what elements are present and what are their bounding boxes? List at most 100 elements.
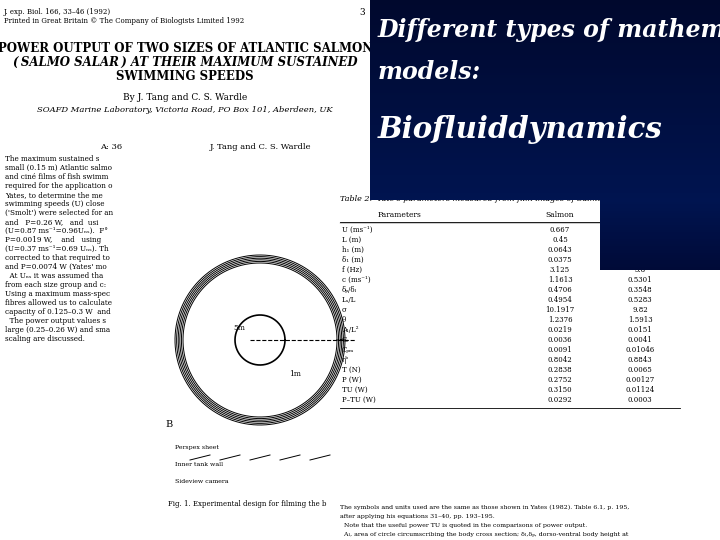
Bar (600, 211, 720, 212)
Bar (600, 231, 720, 232)
Bar (370, 190, 720, 192)
Bar (370, 120, 720, 123)
Bar (370, 63, 720, 65)
Text: corrected to that required to: corrected to that required to (5, 254, 110, 262)
Bar (370, 0, 720, 3)
Bar (370, 100, 720, 103)
Bar (370, 198, 720, 200)
Bar (600, 219, 720, 220)
Bar (600, 248, 720, 249)
Bar (600, 207, 720, 208)
Bar (370, 180, 720, 183)
Bar (370, 170, 720, 172)
Text: and ciné films of fish swimm: and ciné films of fish swimm (5, 173, 109, 181)
Text: 0.00127: 0.00127 (626, 376, 654, 384)
Bar (600, 202, 720, 204)
Text: σ: σ (342, 306, 347, 314)
Bar (370, 98, 720, 100)
Bar (370, 155, 720, 158)
Bar (600, 230, 720, 231)
Bar (370, 65, 720, 68)
Text: 0.0292: 0.0292 (548, 396, 572, 404)
Text: Perspex sheet: Perspex sheet (175, 445, 219, 450)
Bar (370, 57, 720, 60)
Bar (370, 52, 720, 55)
Bar (370, 40, 720, 43)
Bar (600, 221, 720, 222)
Bar (370, 125, 720, 127)
Text: Inner tank wall: Inner tank wall (175, 462, 223, 467)
Bar (370, 112, 720, 115)
Bar (600, 258, 720, 259)
Text: 0.0134: 0.0134 (628, 246, 652, 254)
Bar (600, 225, 720, 226)
Text: P=0.0019 W,    and   using: P=0.0019 W, and using (5, 236, 102, 244)
Bar (600, 250, 720, 251)
Bar (600, 252, 720, 253)
Text: Smolt: Smolt (618, 211, 642, 219)
Text: 9.82: 9.82 (632, 306, 648, 314)
Text: Fig. 1. Experimental design for filming the b: Fig. 1. Experimental design for filming … (168, 500, 326, 508)
Bar (600, 244, 720, 245)
Bar (370, 23, 720, 25)
Bar (370, 135, 720, 138)
Text: 0.8843: 0.8843 (628, 356, 652, 364)
Text: Lₐ/L: Lₐ/L (342, 296, 356, 304)
Bar (370, 55, 720, 57)
Bar (370, 143, 720, 145)
Bar (370, 90, 720, 92)
Bar (600, 213, 720, 214)
Bar (370, 68, 720, 70)
Text: (U=0.87 ms⁻¹=0.96Uₙₛ).  F°: (U=0.87 ms⁻¹=0.96Uₙₛ). F° (5, 227, 108, 235)
Bar (600, 265, 720, 266)
Text: T (N): T (N) (342, 366, 361, 374)
Bar (600, 266, 720, 267)
Text: TU (W): TU (W) (342, 386, 368, 394)
Text: 0.0375: 0.0375 (548, 256, 572, 264)
Text: δₚ/δₗ: δₚ/δₗ (342, 286, 357, 294)
Bar (370, 3, 720, 5)
Bar (600, 267, 720, 268)
Text: h₁ (m): h₁ (m) (342, 246, 364, 254)
Bar (600, 237, 720, 238)
Text: and   P=0.26 W,   and  usi: and P=0.26 W, and usi (5, 218, 99, 226)
Bar (370, 150, 720, 152)
Bar (600, 205, 720, 206)
Text: P–TU (W): P–TU (W) (342, 396, 376, 404)
Text: 3: 3 (359, 8, 365, 17)
Bar (370, 185, 720, 187)
Text: Sideview camera: Sideview camera (175, 479, 228, 484)
Bar (600, 253, 720, 254)
Text: Aₗ/L²: Aₗ/L² (342, 326, 359, 334)
Text: 0.0219: 0.0219 (548, 326, 572, 334)
Bar (370, 127, 720, 130)
Text: after applying his equations 31–40, pp. 193–195.: after applying his equations 31–40, pp. … (340, 514, 495, 519)
Bar (600, 261, 720, 262)
Bar (370, 43, 720, 45)
Bar (600, 263, 720, 264)
Bar (370, 78, 720, 80)
Bar (600, 240, 720, 241)
Bar (600, 254, 720, 255)
Text: 0.667: 0.667 (550, 226, 570, 234)
Bar (370, 30, 720, 32)
Bar (370, 107, 720, 110)
Bar (370, 75, 720, 78)
Bar (600, 222, 720, 224)
Text: scaling are discussed.: scaling are discussed. (5, 335, 85, 343)
Bar (600, 226, 720, 227)
Bar (600, 204, 720, 205)
Bar (600, 224, 720, 225)
Bar (600, 236, 720, 237)
Bar (600, 249, 720, 250)
Text: 0.0065: 0.0065 (628, 366, 652, 374)
Text: 1.1613: 1.1613 (548, 276, 572, 284)
Bar (370, 17, 720, 20)
Bar (600, 220, 720, 221)
Text: 5m: 5m (233, 324, 245, 332)
Text: 0.5283: 0.5283 (628, 296, 652, 304)
Text: Note that the useful power TU is quoted in the comparisons of power output.: Note that the useful power TU is quoted … (340, 523, 588, 528)
Text: Different types of mathematical: Different types of mathematical (378, 18, 720, 42)
Bar (370, 145, 720, 147)
Bar (370, 50, 720, 52)
